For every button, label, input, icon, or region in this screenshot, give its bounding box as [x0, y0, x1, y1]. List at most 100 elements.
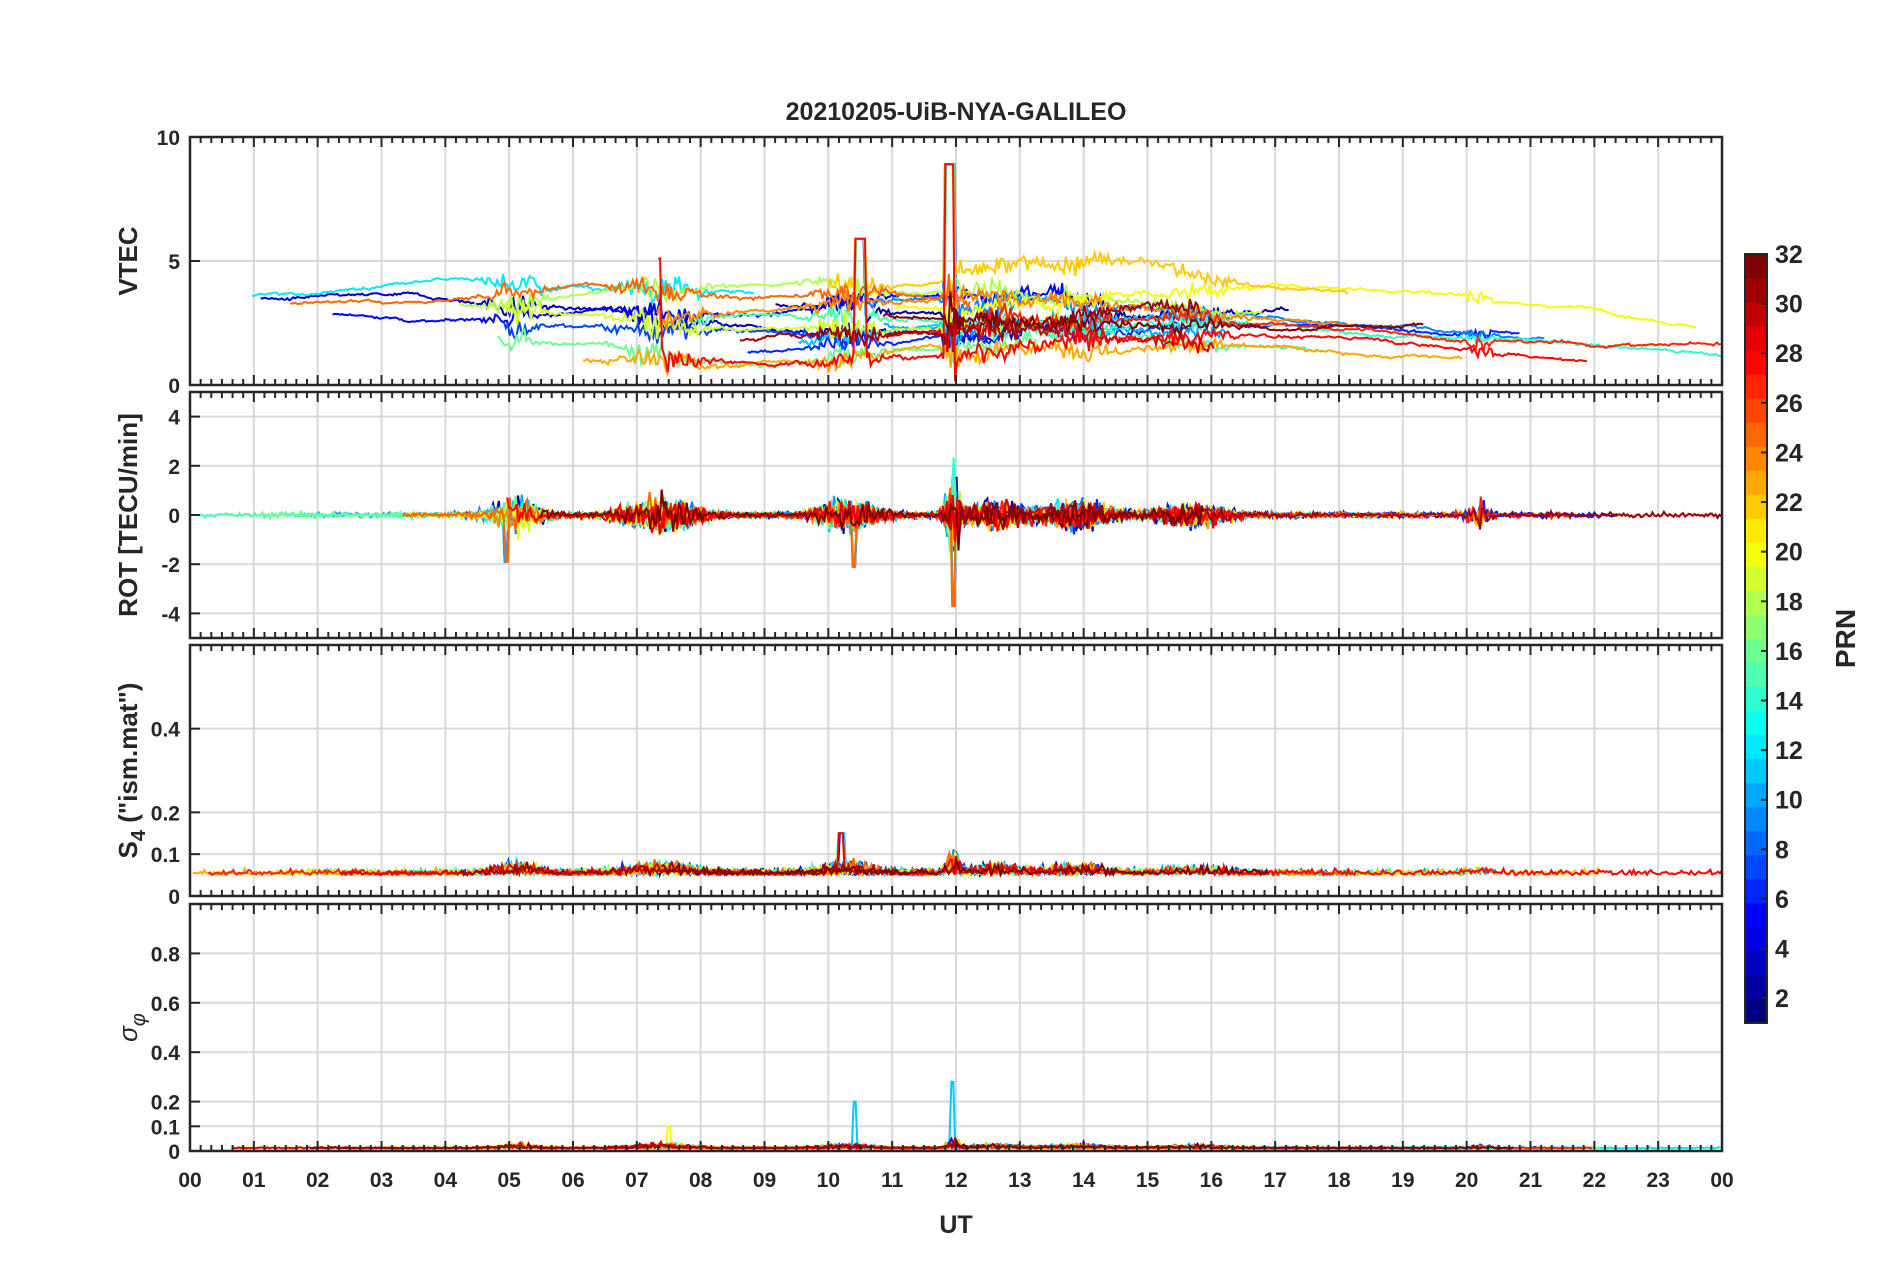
y-tick-label: 0.2	[151, 1092, 180, 1115]
colorbar-label: PRN	[1830, 609, 1861, 668]
x-tick-label: 00	[1710, 1169, 1733, 1192]
panel-4: 00.10.2 0.4 0.6 0.8 σφ	[113, 902, 1724, 1164]
x-tick-label: 21	[1519, 1169, 1543, 1192]
y-tick-label: 0.1	[151, 1116, 181, 1139]
colorbar-tick-label: 22	[1775, 489, 1803, 517]
colorbar-segment	[1745, 350, 1767, 375]
colorbar-tick-label: 16	[1775, 638, 1803, 666]
colorbar-segment	[1745, 470, 1767, 495]
series-line-prn-31	[958, 499, 1722, 530]
colorbar-segment	[1745, 830, 1767, 856]
colorbar-segment	[1745, 998, 1767, 1024]
colorbar-segment	[1745, 494, 1767, 519]
colorbar-segment	[1745, 878, 1767, 904]
y-tick-label: 0	[168, 886, 180, 909]
colorbar-tick-label: 26	[1775, 390, 1803, 418]
panel-series	[195, 457, 1722, 607]
colorbar-segment	[1745, 950, 1767, 976]
colorbar-segment	[1745, 374, 1767, 399]
panel-ticks	[189, 137, 1723, 385]
x-tick-label: 18	[1327, 1169, 1351, 1192]
colorbar-segment	[1745, 278, 1767, 303]
x-tick-label: 17	[1263, 1169, 1286, 1192]
colorbar-segment	[1745, 302, 1767, 327]
colorbar-segment	[1745, 806, 1767, 832]
panel-grid	[190, 904, 1722, 1151]
y-tick-label: 0.4	[151, 719, 181, 742]
colorbar-segment	[1745, 566, 1767, 591]
x-tick-label: 02	[306, 1169, 329, 1192]
y-axis-label: ROT [TECU/min]	[113, 413, 143, 617]
colorbar-tick-label: 6	[1775, 886, 1789, 914]
colorbar-segment	[1745, 398, 1767, 423]
series-line-prn-31	[458, 861, 908, 878]
colorbar-tick-label: 14	[1775, 688, 1803, 716]
colorbar-tick-label: 20	[1775, 539, 1803, 567]
colorbar-tick-label: 8	[1775, 836, 1789, 864]
colorbar-segment	[1745, 686, 1767, 712]
colorbar-segment	[1745, 782, 1767, 808]
y-tick-label: 0.4	[151, 1042, 181, 1065]
panel-ticks	[189, 904, 1723, 1151]
colorbar-segment	[1745, 710, 1767, 736]
y-tick-label: 0.8	[151, 943, 181, 966]
x-tick-label: 10	[817, 1169, 840, 1192]
x-axis-label: UT	[939, 1211, 972, 1239]
y-tick-label: 0.6	[151, 993, 180, 1016]
series-line-prn-23	[582, 329, 1463, 378]
x-tick-label: 03	[370, 1169, 393, 1192]
colorbar-segment	[1745, 254, 1767, 279]
colorbar-segment	[1745, 614, 1767, 639]
y-axis-label: σφ	[113, 1013, 150, 1042]
x-tick-label: 20	[1455, 1169, 1478, 1192]
series-line-prn-25	[289, 273, 971, 310]
colorbar-segment	[1745, 758, 1767, 784]
series-line-prn-28	[658, 163, 1588, 382]
panel-series	[192, 832, 1722, 879]
x-tick-label: 01	[242, 1169, 266, 1192]
x-tick-label: 11	[881, 1169, 904, 1192]
y-axis-label: S4 ("ism.mat")	[113, 683, 150, 859]
colorbar-tick-label: 18	[1775, 588, 1803, 616]
panel-2: -4 -2 0 2 4 ROT [TECU/min]	[113, 390, 1724, 640]
y-tick-label: 0.2	[151, 802, 180, 825]
x-tick-label: 05	[497, 1169, 521, 1192]
x-tick-label: 13	[1008, 1169, 1031, 1192]
colorbar-segment	[1745, 518, 1767, 543]
x-axis: 00 01 02 03 04 05 06 07 08 09 10 11 12 13 14 15 16 17 18 19…	[178, 1169, 1733, 1192]
series-line-prn-32	[660, 858, 1270, 879]
y-tick-label: 0	[168, 505, 180, 528]
y-tick-label: 0.1	[151, 844, 181, 867]
y-tick-label: 0	[168, 1141, 180, 1164]
chart-title: 20210205-UiB-NYA-GALILEO	[786, 98, 1127, 126]
colorbar-segment	[1745, 638, 1767, 664]
panel-series	[251, 163, 1722, 382]
colorbar-segment	[1745, 662, 1767, 688]
series-line-prn-28	[915, 858, 1722, 878]
panel-1: 0 5 10 VTEC	[113, 127, 1724, 398]
panel-3: 0 0.1 0.2 0.4S4 ("ism.mat")	[113, 643, 1724, 909]
series-line-prn-15	[690, 163, 1323, 354]
series-line-prn-24	[656, 282, 1357, 331]
x-tick-label: 14	[1072, 1169, 1096, 1192]
x-tick-label: 09	[753, 1169, 776, 1192]
colorbar-tick-label: 12	[1775, 737, 1803, 765]
series-line-prn-31	[739, 297, 1201, 348]
panel-ticks	[189, 392, 1723, 638]
x-tick-label: 19	[1391, 1169, 1414, 1192]
panel-series	[232, 1080, 1721, 1151]
x-tick-label: 23	[1646, 1169, 1669, 1192]
colorbar-segment	[1745, 854, 1767, 880]
x-tick-label: 08	[689, 1169, 713, 1192]
x-tick-label: 12	[944, 1169, 967, 1192]
series-line-prn-22	[827, 163, 1349, 295]
colorbar-segment	[1745, 446, 1767, 471]
series-line-prn-32	[538, 489, 1205, 551]
x-tick-label: 00	[178, 1169, 201, 1192]
panel-grid	[190, 645, 1722, 896]
x-tick-label: 15	[1136, 1169, 1160, 1192]
colorbar-segment	[1745, 590, 1767, 615]
